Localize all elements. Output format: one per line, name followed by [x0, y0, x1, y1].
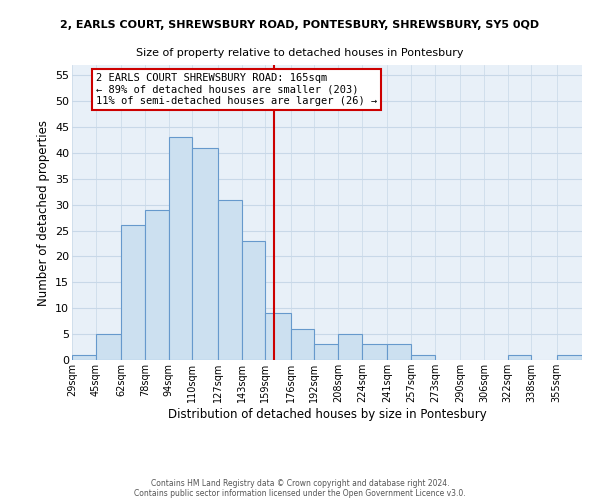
- X-axis label: Distribution of detached houses by size in Pontesbury: Distribution of detached houses by size …: [167, 408, 487, 421]
- Bar: [218, 200, 242, 360]
- Text: Contains public sector information licensed under the Open Government Licence v3: Contains public sector information licen…: [134, 488, 466, 498]
- Bar: [169, 138, 193, 360]
- Bar: [508, 355, 532, 360]
- Bar: [121, 226, 145, 360]
- Bar: [96, 334, 121, 360]
- Bar: [72, 355, 96, 360]
- Bar: [314, 344, 338, 360]
- Text: 2 EARLS COURT SHREWSBURY ROAD: 165sqm
← 89% of detached houses are smaller (203): 2 EARLS COURT SHREWSBURY ROAD: 165sqm ← …: [96, 73, 377, 106]
- Bar: [290, 329, 314, 360]
- Bar: [242, 241, 265, 360]
- Bar: [265, 314, 290, 360]
- Bar: [338, 334, 362, 360]
- Text: 2, EARLS COURT, SHREWSBURY ROAD, PONTESBURY, SHREWSBURY, SY5 0QD: 2, EARLS COURT, SHREWSBURY ROAD, PONTESB…: [61, 20, 539, 30]
- Text: Size of property relative to detached houses in Pontesbury: Size of property relative to detached ho…: [136, 48, 464, 58]
- Bar: [362, 344, 387, 360]
- Bar: [387, 344, 411, 360]
- Y-axis label: Number of detached properties: Number of detached properties: [37, 120, 50, 306]
- Bar: [193, 148, 218, 360]
- Text: Contains HM Land Registry data © Crown copyright and database right 2024.: Contains HM Land Registry data © Crown c…: [151, 478, 449, 488]
- Bar: [411, 355, 435, 360]
- Bar: [145, 210, 169, 360]
- Bar: [557, 355, 582, 360]
